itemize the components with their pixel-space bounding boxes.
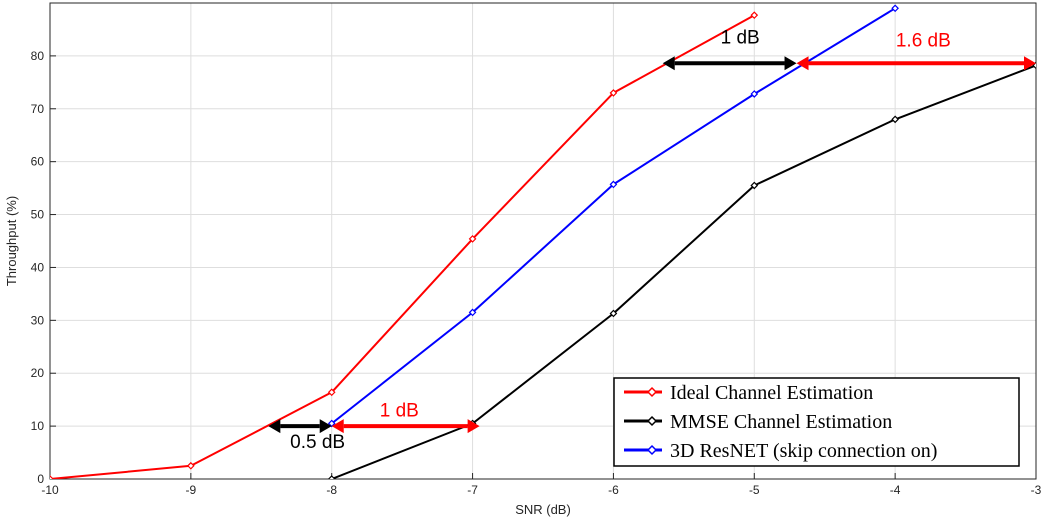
annotation-arrow-head <box>268 419 281 434</box>
y-tick-label: 70 <box>31 102 45 116</box>
data-point <box>609 89 618 97</box>
annotation-arrow-head <box>784 56 797 71</box>
x-tick-label: -9 <box>186 483 197 497</box>
annotation-arrow-head <box>796 56 809 71</box>
y-tick-label: 40 <box>31 260 45 274</box>
data-point <box>750 90 759 98</box>
x-tick-label: -8 <box>326 483 337 497</box>
y-tick-label: 0 <box>37 472 44 486</box>
x-tick-label: -7 <box>467 483 478 497</box>
legend-label: MMSE Channel Estimation <box>670 411 892 433</box>
series-line <box>50 14 755 479</box>
series-line <box>331 64 1036 479</box>
legend-label: 3D ResNET (skip connection on) <box>670 440 937 462</box>
data-point <box>891 115 899 124</box>
data-point <box>750 181 759 190</box>
data-point <box>468 308 477 317</box>
y-tick-label: 10 <box>31 419 45 433</box>
x-tick-label: -6 <box>608 483 619 497</box>
y-tick-label: 60 <box>31 155 45 169</box>
data-point <box>50 475 54 479</box>
annotation-arrow-head <box>319 419 332 434</box>
x-tick-label: -5 <box>749 483 760 497</box>
data-point <box>327 475 336 479</box>
legend: Ideal Channel Estimation MMSE Channel Est… <box>613 377 1020 467</box>
annotation-arrow-head <box>1024 56 1036 71</box>
annotation-label: 1 dB <box>380 401 419 422</box>
x-tick-label: -10 <box>41 483 59 497</box>
y-tick-label: 50 <box>31 208 45 222</box>
grid <box>50 3 1036 479</box>
y-axis-label: Throughput (%) <box>4 196 19 286</box>
annotation-label: 1 dB <box>721 28 760 49</box>
annotation-arrow-head <box>467 419 480 434</box>
y-tick-label: 20 <box>31 366 45 380</box>
data-point <box>327 388 336 397</box>
legend-marker <box>646 444 658 456</box>
y-tick-label: 80 <box>31 49 45 63</box>
legend-label: Ideal Channel Estimation <box>670 382 873 404</box>
axis-ticks: -10 -9 -8 -7 -6 -5 -4 -3 0 10 20 30 40 50 60 70 80 <box>31 49 1042 497</box>
data-point <box>891 4 899 13</box>
x-tick-label: -3 <box>1031 483 1042 497</box>
annotation-arrow-head <box>662 56 675 71</box>
x-tick-label: -4 <box>890 483 901 497</box>
annotations-group: 0.5 dB 1 dB 1 dB 1.6 dB <box>268 28 1036 453</box>
plot-frame <box>49 2 1037 480</box>
x-axis-label: SNR (dB) <box>515 502 571 517</box>
data-point <box>609 180 618 189</box>
legend-marker <box>646 415 658 427</box>
annotation-label: 1.6 dB <box>896 30 951 51</box>
data-point <box>609 309 618 318</box>
legend-marker <box>646 386 658 398</box>
annotation-arrow-head <box>331 419 344 434</box>
data-point <box>468 235 477 243</box>
y-tick-label: 30 <box>31 313 45 327</box>
annotation-label: 0.5 dB <box>290 432 345 453</box>
data-point <box>187 461 195 470</box>
data-point <box>750 11 759 20</box>
legend-box <box>613 377 1020 467</box>
data-point <box>327 419 336 428</box>
